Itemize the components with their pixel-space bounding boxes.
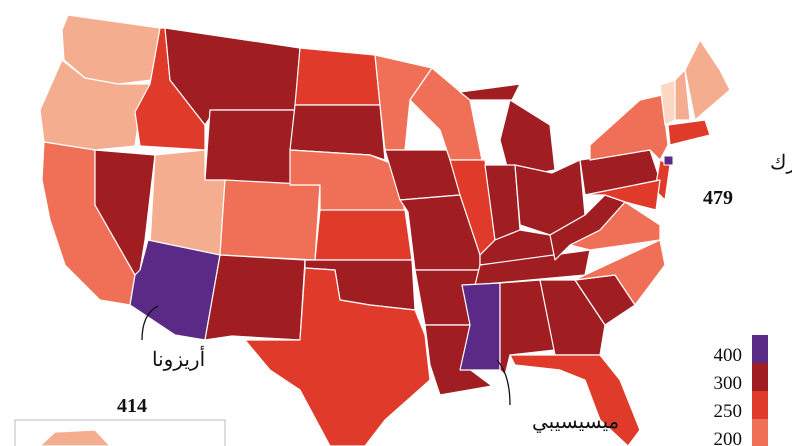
leader-line [496,359,511,406]
legend-swatch [752,391,768,419]
state [204,109,296,186]
state [459,83,521,101]
legend-label: 300 [714,373,743,394]
legend-swatch [752,335,768,363]
annotation-label: أريزونا [152,345,205,371]
state [314,209,413,261]
state [667,119,711,146]
state [294,47,381,106]
legend: 400 300 250 200 [714,335,768,446]
legend-label: 400 [714,345,743,366]
state [244,267,431,446]
inset-frame [14,419,226,446]
legend-label: 250 [714,401,743,422]
state [539,279,606,356]
state [509,354,641,446]
legend-swatch [752,419,768,446]
annotation-value: 479 [703,187,733,209]
state [39,429,111,446]
annotation-label: ميسيسيبي [532,411,619,433]
annotation-value: 414 [117,395,147,417]
states [39,14,731,446]
state [589,94,669,161]
state [204,254,306,341]
legend-swatch [752,363,768,391]
leader-line [141,305,159,341]
annotation-label: نيويورك [770,152,792,174]
state [674,69,691,121]
state [459,282,501,371]
legend-label: 200 [714,429,743,446]
state [684,39,731,121]
state [584,179,661,211]
state [219,179,321,261]
marker [663,155,674,166]
